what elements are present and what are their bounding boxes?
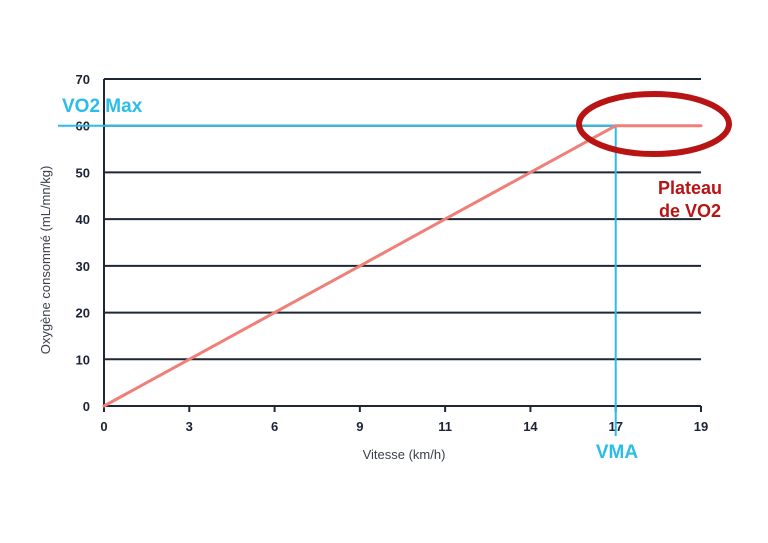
x-tick-label: 0 (100, 419, 107, 434)
x-tick-label: 11 (438, 419, 452, 434)
series-line (102, 124, 703, 408)
series (102, 124, 703, 408)
y-tick-label: 70 (76, 72, 90, 87)
x-tick-label: 6 (271, 419, 278, 434)
vo2max-label: VO2 Max (62, 96, 143, 117)
plateau-label-line2: de VO2 (659, 201, 721, 221)
y-tick-label: 10 (76, 352, 90, 367)
x-tick-label: 14 (523, 419, 538, 434)
y-tick-label: 30 (76, 259, 90, 274)
x-tick-label: 9 (356, 419, 363, 434)
y-tick-label: 50 (76, 165, 90, 180)
y-tick-label: 40 (76, 212, 90, 227)
reference-lines (58, 124, 617, 436)
y-tick-label: 20 (76, 306, 90, 321)
x-axis-title: Vitesse (km/h) (363, 447, 446, 462)
vma-label: VMA (596, 442, 639, 463)
x-tick-label: 19 (694, 419, 708, 434)
x-tick-labels: 036911141719 (100, 406, 708, 434)
y-axis-title: Oxygène consommé (mL/mn/kg) (38, 166, 53, 355)
y-tick-label: 0 (83, 399, 90, 414)
x-tick-label: 3 (186, 419, 193, 434)
plateau-label-line1: Plateau (658, 178, 722, 198)
plateau-ellipse (576, 91, 732, 157)
